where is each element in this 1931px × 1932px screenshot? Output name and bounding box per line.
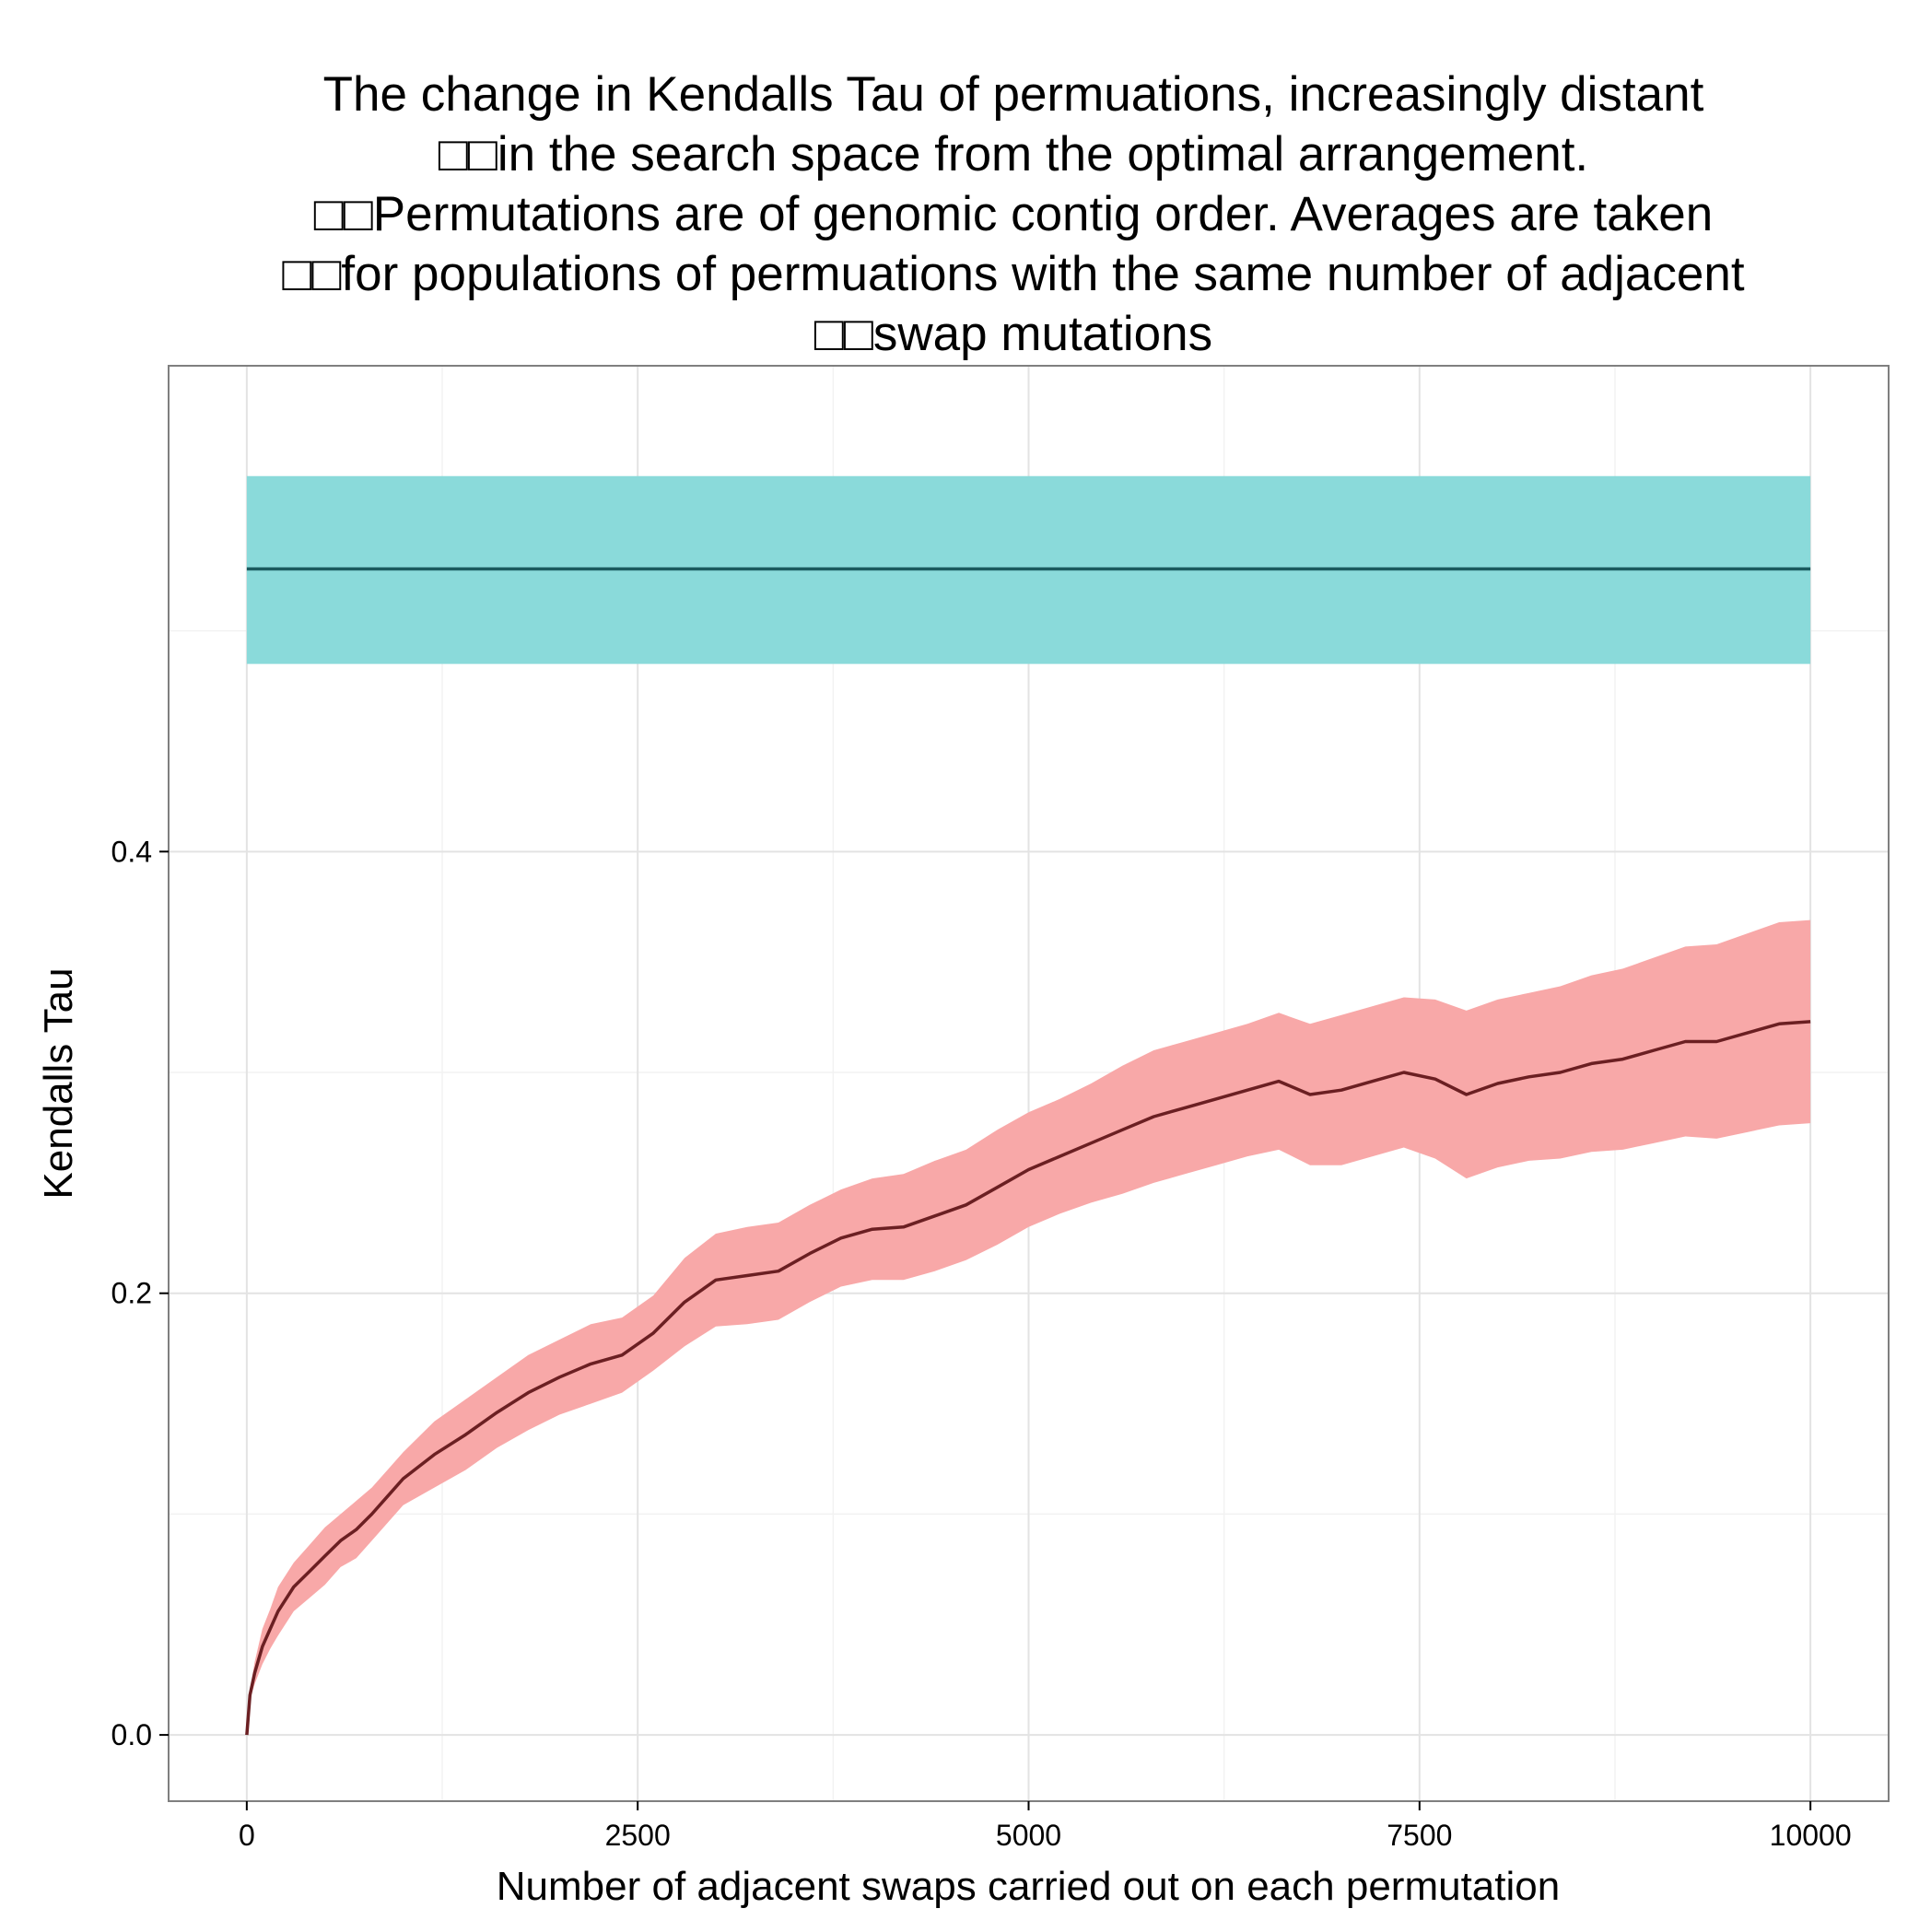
y-tick-label: 0.0 [111,1718,152,1751]
series-lines [245,567,1811,1736]
x-tick-label: 2500 [605,1819,671,1852]
x-axis-title: Number of adjacent swaps carried out on … [497,1864,1560,1909]
y-axis-title: Kendalls Tau [36,967,81,1199]
x-tick-label: 0 [239,1819,255,1852]
series-2-band [246,919,1811,1736]
title-line-2: □□in the search space from the optimal a… [438,127,1589,181]
x-tick-label: 5000 [996,1819,1061,1852]
title-line-4: □□for populations of permuations with th… [282,247,1745,301]
series-2-line [245,1020,1811,1736]
title-line-1: The change in Kendalls Tau of permuation… [322,67,1704,122]
y-tick-label: 0.4 [111,835,152,868]
title-line-3: □□Permutations are of genomic contig ord… [313,187,1714,241]
x-tick-label: 10000 [1770,1819,1852,1852]
x-tick-label: 7500 [1387,1819,1452,1852]
chart-title: The change in Kendalls Tau of permuation… [138,64,1889,364]
y-tick-label: 0.2 [111,1277,152,1310]
title-line-5: □□swap mutations [813,307,1213,361]
axis-ticks: 0 2500 5000 7500 10000 0.0 0.2 0.4 [111,835,1852,1852]
